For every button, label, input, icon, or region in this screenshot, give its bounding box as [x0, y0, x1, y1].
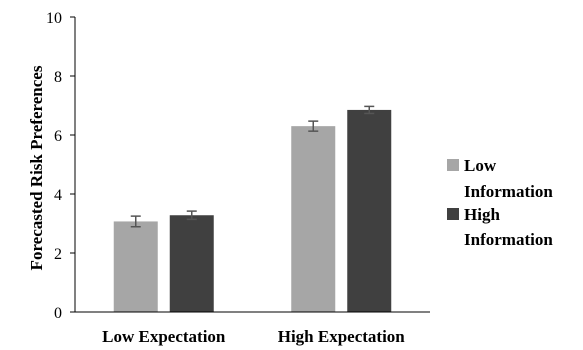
- y-tick-label: 10: [46, 10, 62, 27]
- legend: Low Information High Information: [447, 156, 553, 249]
- bars: [113, 105, 392, 313]
- bar-low-information-high-expectation: [291, 126, 336, 313]
- y-tick-label: 2: [54, 246, 62, 263]
- legend-label-low-information-line1: Low: [464, 156, 497, 175]
- x-axis: Low Expectation High Expectation: [75, 311, 430, 346]
- legend-label-high-information-line1: High: [464, 205, 500, 224]
- y-tick-label: 0: [54, 305, 62, 322]
- legend-label-low-information-line2: Information: [464, 182, 553, 201]
- bar-high-information-low-expectation: [169, 215, 214, 312]
- bar-low-information-low-expectation: [113, 221, 158, 312]
- bar-high-information-high-expectation: [347, 109, 392, 312]
- y-axis-title: Forecasted Risk Preferences: [27, 65, 46, 270]
- y-tick-label: 4: [54, 187, 62, 204]
- y-axis: 0 2 4 6 8 10: [46, 10, 76, 322]
- x-category-label: High Expectation: [278, 327, 406, 346]
- legend-swatch-high-information: [447, 208, 459, 220]
- x-category-label: Low Expectation: [102, 327, 226, 346]
- legend-swatch-low-information: [447, 159, 459, 171]
- legend-label-high-information-line2: Information: [464, 230, 553, 249]
- y-tick-label: 8: [54, 69, 62, 86]
- y-tick-label: 6: [54, 128, 62, 145]
